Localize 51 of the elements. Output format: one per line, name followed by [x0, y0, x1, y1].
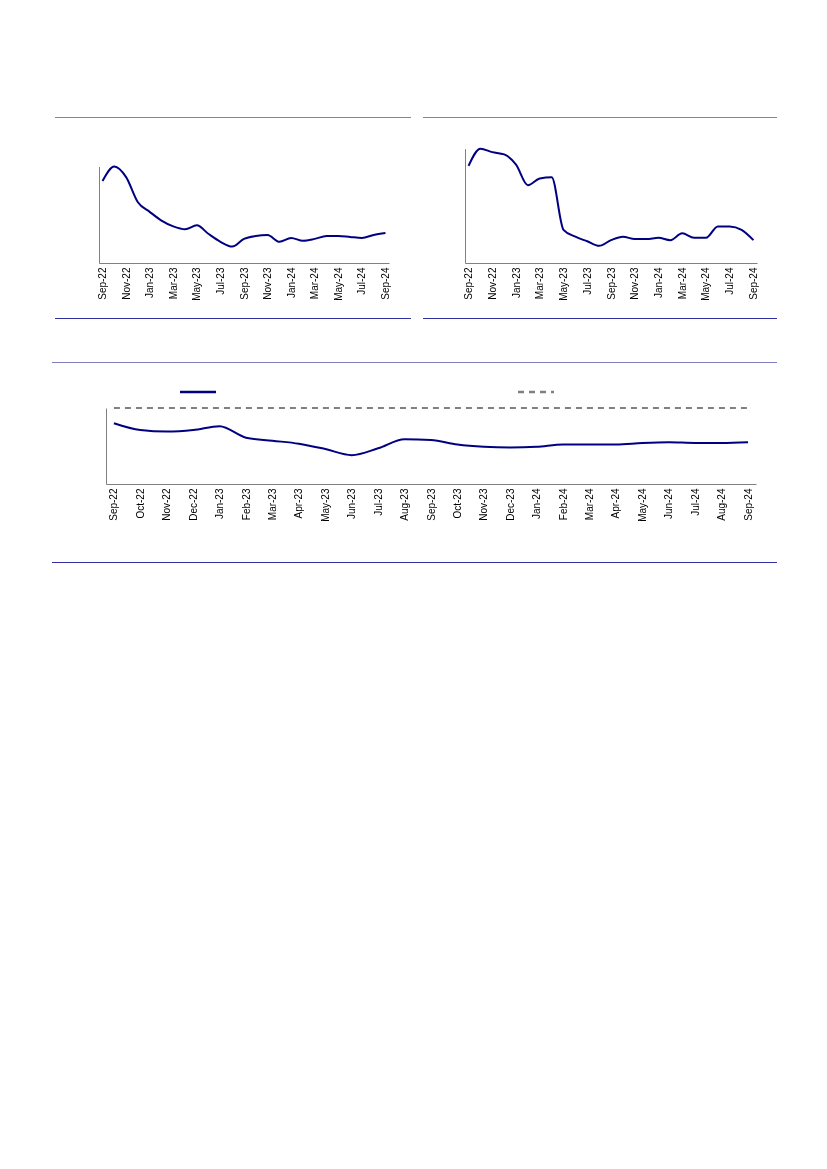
x-tick-label: Aug-24 — [716, 488, 728, 521]
x-tick-label: Feb-23 — [240, 488, 252, 521]
x-tick-label: Jul-24 — [356, 267, 368, 295]
x-tick-label: Sep-24 — [379, 267, 391, 300]
x-tick-label: Mar-24 — [584, 488, 596, 521]
x-tick-label: Jan-23 — [214, 488, 226, 520]
x-tick-label: Jun-24 — [663, 488, 675, 520]
x-tick-label: Mar-23 — [266, 488, 278, 521]
x-tick-label: Jan-23 — [144, 267, 156, 299]
x-tick-label: Sep-24 — [742, 488, 754, 521]
x-tick-label: Mar-24 — [309, 267, 321, 300]
x-tick-label: Oct-22 — [134, 488, 146, 519]
x-tick-label: Sep-22 — [108, 488, 120, 521]
x-tick-label: Jan-24 — [285, 267, 297, 299]
x-tick-label: May-24 — [332, 267, 344, 301]
x-tick-label: Dec-23 — [504, 488, 516, 521]
x-tick-label: Mar-23 — [167, 267, 179, 300]
x-tick-label: Apr-23 — [293, 488, 305, 519]
x-tick-label: Mar-24 — [676, 267, 688, 300]
x-tick-label: Sep-22 — [97, 267, 109, 300]
x-tick-label: Jun-23 — [346, 488, 358, 520]
x-tick-label: Sep-22 — [463, 267, 475, 300]
x-tick-label: Sep-23 — [425, 488, 437, 521]
x-tick-label: May-24 — [636, 488, 648, 522]
x-tick-label: Apr-24 — [610, 488, 622, 519]
x-tick-label: Jul-24 — [724, 267, 736, 295]
x-tick-label: Aug-23 — [399, 488, 411, 521]
x-tick-label: Nov-22 — [161, 488, 173, 521]
x-tick-label: May-23 — [558, 267, 570, 301]
x-tick-label: Mar-23 — [534, 267, 546, 300]
x-tick-label: Jul-23 — [581, 267, 593, 295]
x-tick-label: Oct-23 — [451, 488, 463, 519]
x-tick-label: Jan-24 — [531, 488, 543, 520]
x-tick-label: Jan-23 — [510, 267, 522, 299]
x-tick-label: Dec-22 — [187, 488, 199, 521]
x-tick-label: Jul-24 — [689, 488, 701, 516]
x-tick-label: Jul-23 — [372, 488, 384, 516]
x-tick-label: Nov-23 — [262, 267, 274, 300]
x-tick-label: Nov-22 — [120, 267, 132, 300]
x-tick-label: Sep-24 — [747, 267, 759, 300]
x-tick-label: May-24 — [700, 267, 712, 301]
x-tick-label: Sep-23 — [238, 267, 250, 300]
x-tick-label: May-23 — [191, 267, 203, 301]
x-tick-label: Nov-23 — [478, 488, 490, 521]
x-tick-label: Sep-23 — [605, 267, 617, 300]
x-tick-label: May-23 — [319, 488, 331, 522]
x-tick-label: Feb-24 — [557, 488, 569, 521]
x-tick-label: Nov-22 — [486, 267, 498, 300]
x-tick-label: Jul-23 — [214, 267, 226, 295]
x-tick-label: Nov-23 — [629, 267, 641, 300]
x-tick-label: Jan-24 — [652, 267, 664, 299]
